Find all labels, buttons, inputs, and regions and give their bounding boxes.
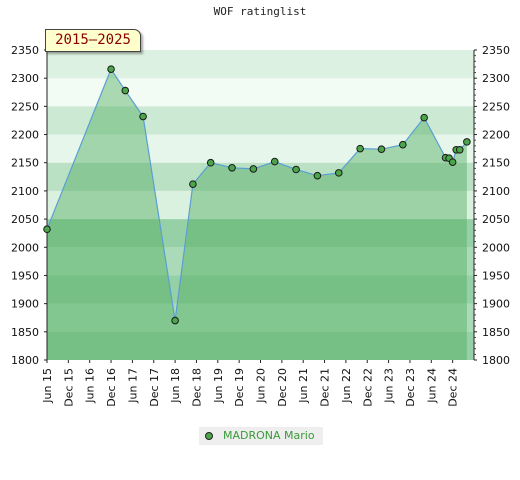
x-tick-label: Jun 22 bbox=[340, 368, 353, 404]
data-point bbox=[313, 171, 322, 180]
data-point bbox=[189, 180, 197, 188]
y-tick-label-right: 2150 bbox=[482, 157, 510, 170]
legend: MADRONA Mario bbox=[199, 427, 323, 445]
x-tick-label: Dec 23 bbox=[404, 368, 417, 407]
y-tick-label-right: 2000 bbox=[482, 241, 510, 254]
data-point bbox=[463, 138, 471, 146]
grid-band bbox=[47, 190, 474, 220]
y-tick-label-left: 2100 bbox=[11, 185, 39, 198]
x-tick-label: Dec 20 bbox=[276, 368, 289, 407]
data-point bbox=[448, 158, 457, 166]
x-tick-label: Dec 22 bbox=[361, 368, 374, 407]
data-point bbox=[455, 145, 464, 154]
y-tick-label-left: 2000 bbox=[11, 241, 39, 254]
y-tick-label-right: 1900 bbox=[482, 298, 510, 311]
y-tick-label-left: 1950 bbox=[11, 269, 39, 282]
y-tick-label-left: 2200 bbox=[11, 129, 39, 142]
x-tick-label: Jun 21 bbox=[297, 368, 310, 404]
data-point bbox=[121, 86, 130, 95]
grid-band bbox=[47, 50, 474, 79]
y-tick-label-left: 2050 bbox=[11, 213, 39, 226]
grid-band bbox=[47, 247, 474, 276]
x-tick-label: Jun 19 bbox=[212, 368, 225, 404]
grid-band bbox=[47, 219, 474, 248]
grid-band bbox=[47, 106, 474, 135]
grid-band bbox=[47, 303, 474, 332]
y-tick-label-left: 2250 bbox=[11, 100, 39, 113]
y-tick-label-left: 2350 bbox=[11, 44, 39, 57]
data-point bbox=[249, 165, 258, 173]
y-tick-label-right: 1800 bbox=[482, 354, 510, 367]
x-tick-label: Dec 15 bbox=[62, 368, 75, 407]
y-tick-label-right: 2100 bbox=[482, 185, 510, 198]
grid-band bbox=[47, 134, 474, 163]
x-tick-label: Jun 17 bbox=[126, 368, 139, 404]
y-tick-label-left: 1800 bbox=[11, 354, 39, 367]
data-point bbox=[270, 157, 279, 166]
x-tick-label: Jun 20 bbox=[255, 368, 268, 404]
chart-title: WOF ratinglist bbox=[213, 5, 307, 18]
data-point bbox=[171, 316, 179, 325]
grid-band bbox=[47, 275, 474, 304]
y-tick-label-right: 2050 bbox=[482, 213, 510, 226]
x-tick-label: Dec 17 bbox=[148, 368, 161, 407]
y-tick-label-right: 1950 bbox=[482, 269, 510, 282]
x-tick-label: Dec 19 bbox=[233, 368, 246, 407]
legend-marker bbox=[205, 432, 213, 440]
x-tick-label: Dec 24 bbox=[447, 368, 460, 407]
data-point bbox=[377, 145, 386, 153]
y-tick-label-right: 1850 bbox=[482, 326, 510, 339]
grid-band bbox=[47, 78, 474, 107]
y-tick-label-right: 2250 bbox=[482, 100, 510, 113]
data-point bbox=[43, 225, 51, 234]
period-badge: 2015–2025 bbox=[45, 29, 141, 52]
data-point bbox=[420, 113, 428, 122]
y-tick-label-left: 2150 bbox=[11, 157, 39, 170]
y-tick-label-right: 2200 bbox=[482, 129, 510, 142]
data-point bbox=[206, 158, 215, 167]
x-tick-label: Jun 18 bbox=[169, 368, 182, 404]
data-point bbox=[139, 112, 147, 121]
y-tick-label-right: 2350 bbox=[482, 44, 510, 57]
series-area bbox=[47, 69, 467, 360]
legend-label: MADRONA Mario bbox=[223, 429, 315, 442]
y-tick-label-left: 1850 bbox=[11, 326, 39, 339]
data-point bbox=[228, 164, 236, 172]
data-point bbox=[399, 140, 407, 149]
x-tick-label: Jun 15 bbox=[41, 368, 54, 404]
x-tick-label: Jun 16 bbox=[84, 368, 97, 404]
x-tick-label: Jun 23 bbox=[383, 368, 396, 404]
data-point bbox=[356, 144, 364, 153]
y-tick-label-right: 2300 bbox=[482, 72, 510, 85]
x-tick-label: Dec 21 bbox=[319, 368, 332, 407]
x-tick-label: Dec 16 bbox=[105, 368, 118, 407]
data-point bbox=[107, 65, 115, 73]
data-point bbox=[292, 165, 300, 174]
data-point bbox=[334, 169, 343, 177]
x-tick-label: Jun 24 bbox=[425, 368, 438, 404]
y-tick-label-left: 2300 bbox=[11, 72, 39, 85]
grid-band bbox=[47, 331, 474, 360]
y-tick-label-left: 1900 bbox=[11, 298, 39, 311]
x-tick-label: Dec 18 bbox=[190, 368, 203, 407]
grid-band bbox=[47, 162, 474, 191]
